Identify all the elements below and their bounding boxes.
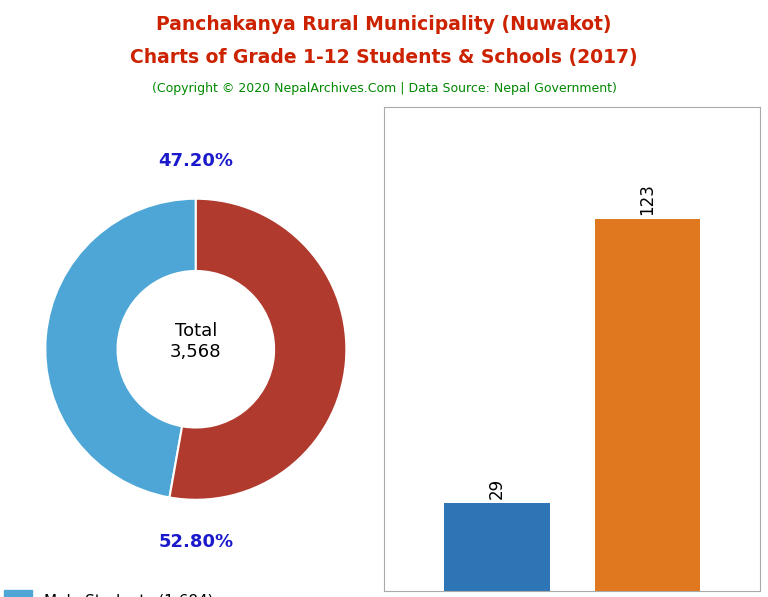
Bar <box>444 503 550 591</box>
Wedge shape <box>45 199 196 497</box>
Bar <box>594 219 700 591</box>
Wedge shape <box>170 199 346 500</box>
Text: 29: 29 <box>488 478 506 499</box>
Text: Total
3,568: Total 3,568 <box>170 322 222 361</box>
Text: Charts of Grade 1-12 Students & Schools (2017): Charts of Grade 1-12 Students & Schools … <box>131 48 637 67</box>
Text: (Copyright © 2020 NepalArchives.Com | Data Source: Nepal Government): (Copyright © 2020 NepalArchives.Com | Da… <box>151 82 617 96</box>
Text: 47.20%: 47.20% <box>158 152 233 170</box>
Legend: Male Students (1,684), Female Students (1,884): Male Students (1,684), Female Students (… <box>0 583 240 597</box>
Text: 123: 123 <box>638 183 657 215</box>
Text: Panchakanya Rural Municipality (Nuwakot): Panchakanya Rural Municipality (Nuwakot) <box>156 15 612 34</box>
Text: 52.80%: 52.80% <box>158 533 233 551</box>
